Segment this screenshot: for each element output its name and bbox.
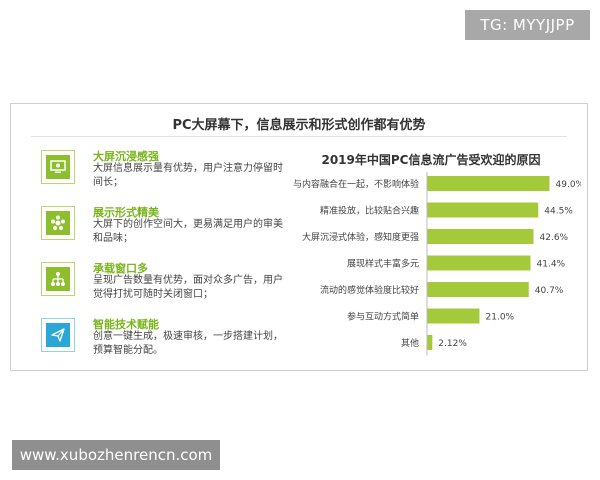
title-divider <box>31 136 567 137</box>
feature-desc: 创意一键生成，极速审核，一步搭建计划，预算智能分配。 <box>93 331 283 356</box>
value-label: 42.6% <box>540 233 569 243</box>
feature-title: 承载窗口多 <box>93 262 148 275</box>
feature-desc: 大屏信息展示量有优势，用户注意力停留时间长； <box>93 163 283 188</box>
bar-chart: 与内容融合在一起，不影响体验 49.0% 精准投放，比较贴合兴趣 44.5% 大屏沉浸式… <box>293 172 582 356</box>
feature-icon-frame <box>41 318 75 352</box>
star-icon <box>46 211 70 235</box>
category-label: 展现样式丰富多元 <box>347 258 419 270</box>
watermark-bottom: www.xubozhenrencn.com <box>12 440 220 470</box>
infographic-panel: PC大屏幕下，信息展示和形式创作都有优势 大屏沉浸感强 大屏信息展示量有优势，用… <box>10 103 588 371</box>
category-label: 精准投放，比较贴合兴趣 <box>320 205 419 217</box>
category-label: 流动的感觉体验度比较好 <box>320 284 419 296</box>
value-label: 21.0% <box>486 313 515 323</box>
category-label: 参与互动方式简单 <box>347 311 419 323</box>
value-label: 40.7% <box>535 286 564 296</box>
bar <box>427 282 529 297</box>
bar <box>427 255 531 271</box>
feature-item: 承载窗口多 呈现广告数量有优势，面对众多广告，用户觉得打扰可随时关闭窗口； <box>41 260 291 310</box>
bar <box>427 308 480 324</box>
value-label: 44.5% <box>544 207 573 217</box>
feature-icon-frame <box>41 262 75 296</box>
feature-item: 智能技术赋能 创意一键生成，极速审核，一步搭建计划，预算智能分配。 <box>41 316 291 366</box>
feature-icon-frame <box>41 150 75 184</box>
value-label: 49.0% <box>556 180 582 190</box>
paper-plane-icon <box>46 323 70 347</box>
feature-item: 大屏沉浸感强 大屏信息展示量有优势，用户注意力停留时间长； <box>41 148 291 198</box>
bar <box>427 176 550 191</box>
value-label: 2.12% <box>438 339 467 349</box>
feature-title: 智能技术赋能 <box>93 318 159 331</box>
bar <box>427 335 433 350</box>
value-label: 41.4% <box>537 260 566 270</box>
bar <box>427 202 539 218</box>
category-label: 其他 <box>401 337 419 349</box>
feature-desc: 大屏下的创作空间大，更易满足用户的审美和品味； <box>93 219 283 244</box>
feature-title: 展示形式精美 <box>93 206 159 219</box>
category-label: 与内容融合在一起，不影响体验 <box>293 178 419 190</box>
chart-title: 2019年中国PC信息流广告受欢迎的原因 <box>321 153 541 167</box>
category-label: 大屏沉浸式体验，感知度更强 <box>302 231 419 243</box>
hierarchy-icon <box>46 267 70 291</box>
feature-desc: 呈现广告数量有优势，面对众多广告，用户觉得打扰可随时关闭窗口； <box>93 275 283 300</box>
bar <box>427 229 534 244</box>
monitor-icon <box>46 155 70 179</box>
feature-title: 大屏沉浸感强 <box>93 150 159 163</box>
watermark-top: TG: MYYJJPP <box>465 10 590 40</box>
feature-item: 展示形式精美 大屏下的创作空间大，更易满足用户的审美和品味； <box>41 204 291 254</box>
feature-icon-frame <box>41 206 75 240</box>
panel-title: PC大屏幕下，信息展示和形式创作都有优势 <box>172 118 426 133</box>
